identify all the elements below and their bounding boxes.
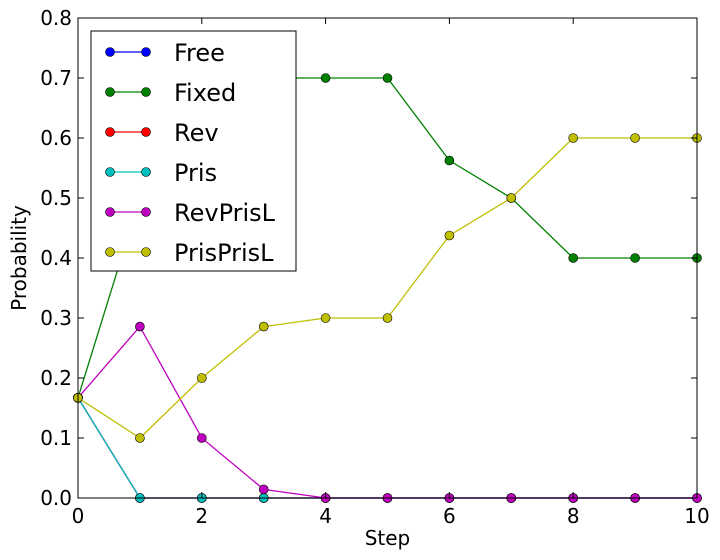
series-rev — [73, 392, 702, 503]
legend-item-free: Free — [105, 39, 225, 67]
series-line-revprisl — [77, 325, 697, 499]
x-tick-label: 2 — [195, 504, 208, 528]
data-point — [630, 253, 640, 263]
data-point — [197, 433, 207, 443]
x-axis-label: Step — [365, 526, 411, 550]
legend-item-rev: Rev — [105, 119, 219, 147]
series-free — [73, 392, 702, 503]
legend-marker — [105, 127, 115, 137]
data-point — [382, 73, 393, 83]
legend-marker — [105, 87, 115, 97]
data-point — [444, 230, 455, 241]
y-tick-label: 0.0 — [40, 486, 72, 510]
legend-label: Rev — [174, 119, 219, 147]
legend-label: RevPrisL — [174, 199, 276, 227]
y-tick-label: 0.2 — [40, 366, 72, 390]
data-point — [630, 133, 640, 143]
x-tick-label: 0 — [72, 504, 85, 528]
y-tick-label: 0.1 — [40, 426, 72, 450]
legend-item-revprisl: RevPrisL — [105, 199, 276, 227]
legend-marker — [141, 167, 151, 177]
series-pris — [73, 392, 702, 503]
y-axis-label: Probability — [7, 205, 31, 311]
data-point — [444, 155, 455, 166]
x-tick-label: 4 — [319, 504, 332, 528]
data-point — [320, 73, 331, 83]
data-point — [197, 373, 207, 383]
y-tick-label: 0.3 — [40, 306, 72, 330]
x-tick-label: 8 — [567, 504, 580, 528]
data-point — [320, 313, 331, 323]
series-prisprisl — [73, 133, 702, 443]
data-point — [568, 133, 579, 143]
legend: Free Fixed Rev Pris RevPrisL PrisPrisL — [90, 30, 297, 272]
data-point — [258, 484, 269, 495]
legend-item-fixed: Fixed — [105, 79, 236, 107]
legend-marker — [105, 167, 115, 177]
data-point — [568, 253, 579, 263]
x-tick-label: 10 — [684, 504, 709, 528]
data-point — [135, 321, 145, 332]
legend-marker — [141, 127, 151, 137]
y-tick-label: 0.6 — [40, 126, 72, 150]
legend-box — [90, 30, 297, 272]
legend-item-prisprisl: PrisPrisL — [105, 239, 274, 267]
tick-layer: 0 2 4 6 8 10 0.0 0.1 0.2 0.3 0.4 0.5 0.6 0.7 0.8 — [40, 6, 710, 528]
y-tick-label: 0.8 — [40, 6, 72, 30]
legend-marker — [141, 207, 151, 217]
series-line-pris — [77, 397, 697, 499]
legend-marker — [105, 207, 115, 217]
y-tick-label: 0.5 — [40, 186, 72, 210]
y-tick-label: 0.4 — [40, 246, 72, 270]
legend-marker — [141, 87, 151, 97]
legend-label: Fixed — [174, 79, 236, 107]
y-tick-label: 0.7 — [40, 66, 72, 90]
series-line-rev — [77, 397, 697, 499]
data-point — [135, 433, 145, 443]
legend-label: Pris — [174, 159, 217, 187]
legend-item-pris: Pris — [105, 159, 217, 187]
legend-marker — [105, 47, 115, 57]
legend-label: Free — [174, 39, 225, 67]
data-point — [506, 193, 517, 203]
x-tick-label: 6 — [443, 504, 456, 528]
data-point — [258, 321, 269, 332]
legend-label: PrisPrisL — [174, 239, 274, 267]
legend-marker — [105, 247, 115, 257]
data-point — [382, 313, 393, 323]
series-line-free — [77, 397, 697, 499]
series-revprisl — [73, 321, 702, 503]
legend-marker — [141, 47, 151, 57]
legend-marker — [141, 247, 151, 257]
